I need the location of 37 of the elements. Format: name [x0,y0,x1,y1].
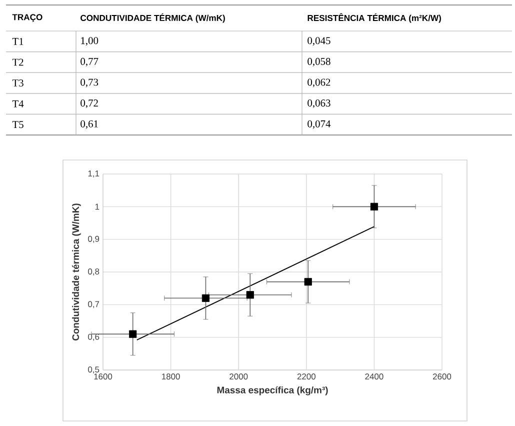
x-tick-label: 1800 [162,374,180,380]
point [202,294,210,302]
text: 0,062 [308,78,330,88]
text: 0,063 [308,100,330,108]
point [129,330,137,338]
point [246,291,254,299]
text: 1,00 [81,37,98,46]
y-tick-label: 0,8 [88,268,100,276]
x-tick-label: 2200 [297,374,316,380]
y-tick-label: 1 [95,204,100,210]
text: 0,61 [80,120,98,129]
text: RESISTÊNCIA TÉRMICA (m²K/W) [308,13,441,23]
text: 0,77 [80,58,98,66]
text: TRAÇO [12,14,42,22]
text: T4 [12,100,24,108]
y-tick-label: 1,1 [88,170,100,178]
y-tick-label: 0,7 [88,301,100,308]
point [304,278,312,286]
y-tick-label: 0,9 [88,236,100,243]
x-tick-label: 1600 [94,374,112,380]
x-tick-label: 2000 [230,374,248,380]
text: 0,045 [308,37,330,46]
text: T1 [12,38,24,45]
y-tick-label: 0,5 [88,366,100,374]
x-tick-label: 2600 [433,374,452,380]
text: 0,074 [308,120,331,129]
text: T5 [12,121,24,128]
point [370,202,378,210]
text: 0,73 [80,78,98,88]
x-axis-title: Massa específica (kg/m³) [217,386,328,396]
text: 0,058 [308,58,330,66]
y-axis-title: Condutividade térmica (W/mK) [72,204,81,340]
text: 0,72 [80,100,98,108]
text: T3 [12,79,24,87]
x-tick-label: 2400 [365,374,384,380]
text: T2 [12,58,24,66]
text: CONDUTIVIDADE TÉRMICA (W/mK) [80,13,225,23]
